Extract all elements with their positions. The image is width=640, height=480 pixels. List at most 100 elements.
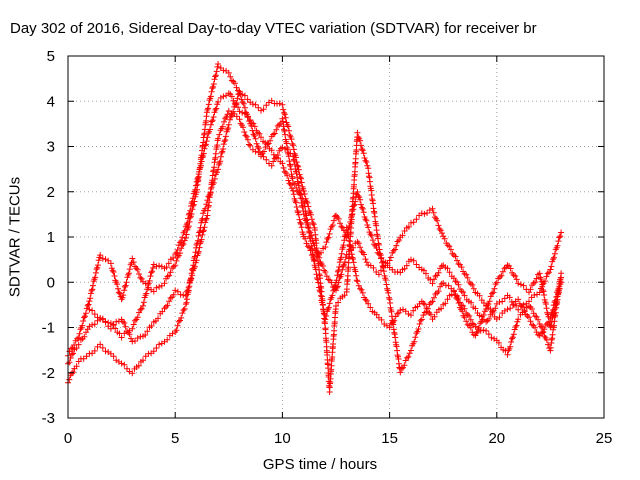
data-point [370, 264, 377, 271]
data-point [393, 242, 400, 249]
data-point [185, 284, 192, 291]
data-point [543, 301, 549, 307]
data-point [380, 268, 387, 275]
data-point [386, 324, 393, 331]
data-point [186, 218, 193, 225]
data-point [504, 351, 511, 358]
data-point [485, 331, 492, 338]
data-point [123, 279, 130, 286]
data-point [236, 116, 243, 123]
data-point [222, 115, 229, 122]
data-point [280, 106, 287, 113]
data-point [298, 221, 304, 227]
data-point [338, 223, 345, 230]
data-point [526, 314, 532, 321]
data-point [426, 207, 433, 214]
data-point [311, 242, 318, 249]
data-point [403, 262, 410, 269]
data-point [130, 321, 137, 328]
data-point [172, 287, 179, 294]
data-point [424, 308, 431, 315]
data-point [492, 281, 499, 288]
data-point [182, 301, 189, 308]
data-point [130, 259, 137, 266]
data-point [548, 322, 555, 329]
data-point [547, 323, 554, 330]
data-point [248, 122, 255, 129]
x-tick-label: 15 [381, 430, 398, 447]
data-point [515, 296, 522, 303]
data-point [334, 272, 341, 279]
data-point [196, 229, 203, 236]
data-point [544, 270, 551, 277]
data-point [444, 265, 451, 272]
data-point [156, 262, 163, 269]
data-point [140, 357, 146, 364]
data-point [430, 209, 437, 216]
data-point [242, 132, 249, 139]
data-point [336, 259, 343, 266]
data-point [464, 321, 471, 328]
data-point [203, 215, 210, 222]
data-point [472, 323, 479, 330]
data-point [219, 123, 226, 130]
data-point [170, 291, 177, 298]
data-point [337, 220, 343, 227]
data-point [424, 210, 431, 216]
data-point [354, 278, 361, 285]
data-point [271, 130, 278, 137]
data-point [395, 309, 402, 316]
data-point [390, 247, 397, 254]
data-point [420, 267, 427, 274]
data-point [102, 348, 109, 355]
data-point [326, 300, 333, 307]
data-point [296, 216, 303, 223]
data-point [121, 320, 128, 326]
data-point [521, 307, 528, 314]
data-point [429, 280, 436, 287]
data-point [284, 172, 291, 179]
data-point [189, 206, 196, 213]
data-point [335, 267, 342, 274]
data-point [322, 244, 329, 250]
data-point [400, 364, 406, 371]
data-point [237, 91, 244, 98]
data-point [174, 288, 181, 295]
data-point [312, 266, 319, 273]
data-point [349, 254, 356, 261]
data-point [362, 157, 369, 164]
data-point [256, 130, 263, 137]
data-point [335, 215, 342, 222]
data-point [281, 109, 287, 116]
data-point [138, 275, 145, 282]
data-point [89, 307, 96, 314]
data-point [186, 280, 193, 286]
data-point [75, 334, 82, 341]
data-point [355, 240, 362, 247]
x-tick-label: 5 [171, 430, 179, 447]
data-point [281, 168, 288, 175]
data-point [140, 299, 147, 306]
data-point [169, 265, 176, 272]
data-point [290, 146, 297, 153]
data-point [285, 153, 292, 160]
data-point [126, 266, 133, 273]
data-point [73, 363, 80, 370]
data-point [483, 327, 490, 334]
data-point [215, 166, 222, 173]
data-point [546, 269, 553, 276]
data-point [345, 233, 352, 240]
data-point [460, 289, 467, 296]
data-point [208, 88, 215, 95]
data-point [532, 279, 539, 286]
data-point [313, 249, 320, 256]
data-point [115, 289, 122, 296]
data-point [442, 300, 449, 307]
data-point [279, 101, 286, 108]
x-tick-label: 10 [274, 430, 291, 447]
data-point [322, 316, 329, 323]
data-point [319, 301, 326, 308]
data-point [326, 230, 333, 237]
data-point [429, 205, 436, 212]
data-point [421, 301, 428, 308]
